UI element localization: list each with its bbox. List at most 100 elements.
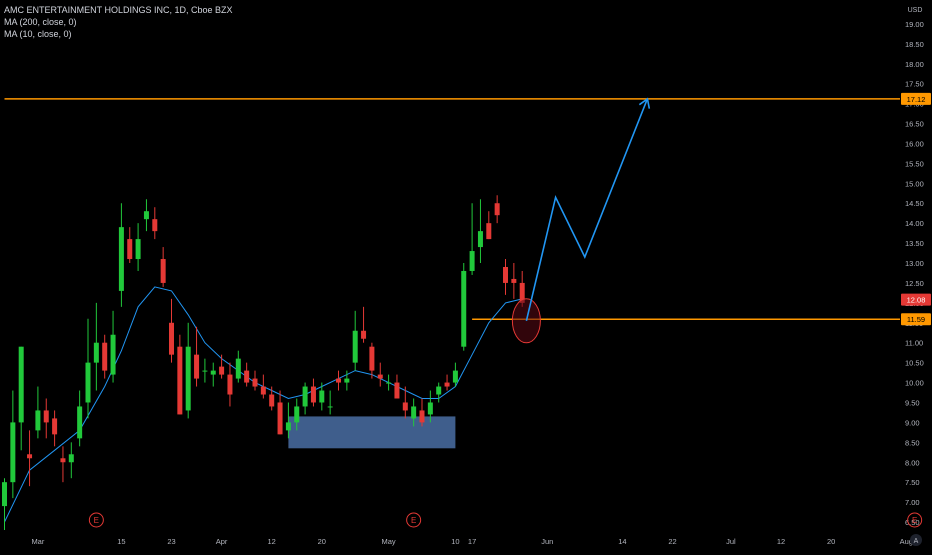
- candle: [110, 310, 116, 383]
- candle-body: [177, 346, 183, 415]
- y-tick-label: 6.50: [905, 518, 920, 527]
- y-tick-label: 8.50: [905, 438, 920, 447]
- y-tick-label: 16.00: [905, 139, 924, 148]
- candle-body: [160, 259, 166, 283]
- candle-body: [352, 330, 358, 363]
- earnings-marker-label: E: [411, 516, 416, 525]
- candle: [386, 374, 392, 391]
- candle-body: [511, 278, 517, 283]
- candle: [194, 326, 200, 387]
- chart-legend: AMC ENTERTAINMENT HOLDINGS INC, 1D, Cboe…: [4, 4, 233, 40]
- last-price-label: 12.08: [907, 296, 926, 305]
- candle: [93, 302, 99, 391]
- level-price-label: 11.59: [907, 315, 925, 324]
- candle-body: [2, 482, 7, 507]
- candle: [302, 382, 308, 415]
- candle: [452, 362, 458, 387]
- candle: [369, 342, 375, 379]
- candle: [18, 346, 24, 451]
- candle-body: [285, 422, 291, 431]
- y-tick-label: 15.50: [905, 159, 924, 168]
- y-tick-label: 19.00: [905, 20, 924, 29]
- candle: [503, 259, 508, 295]
- candle: [427, 390, 433, 423]
- candle: [394, 374, 400, 399]
- earnings-marker[interactable]: [406, 512, 422, 528]
- candle: [361, 306, 367, 343]
- candle-body: [35, 410, 41, 431]
- candle: [494, 195, 500, 224]
- candle-body: [185, 346, 191, 411]
- candle-body: [194, 354, 200, 379]
- candle-body: [427, 402, 433, 415]
- x-tick-label: 10: [451, 537, 459, 546]
- candle: [27, 430, 33, 487]
- candle: [152, 207, 158, 240]
- candle: [102, 334, 108, 379]
- candle: [486, 211, 492, 240]
- earnings-marker[interactable]: [907, 512, 923, 528]
- x-tick-label: 20: [827, 537, 835, 546]
- candle: [77, 390, 83, 447]
- candle: [444, 374, 450, 391]
- candle: [511, 263, 517, 299]
- candle: [2, 478, 7, 530]
- projection-arrowhead: [638, 97, 651, 109]
- candle-body: [444, 382, 450, 387]
- candle: [402, 386, 408, 419]
- candle: [52, 410, 58, 447]
- candle-body: [294, 406, 300, 423]
- x-tick-label: 14: [618, 537, 626, 546]
- candle-body: [52, 418, 58, 435]
- candle-body: [43, 410, 49, 423]
- y-tick-label: 12.50: [905, 279, 924, 288]
- candle-body: [18, 346, 24, 423]
- y-tick-label: 15.00: [905, 179, 924, 188]
- candle-body: [202, 370, 208, 372]
- candle-body: [519, 282, 525, 303]
- support-zone: [288, 416, 456, 449]
- candle-body: [260, 386, 266, 395]
- candle-body: [469, 251, 475, 271]
- y-tick-label: 10.00: [905, 379, 924, 388]
- price-axis: [900, 0, 932, 550]
- y-tick-label: 9.00: [905, 418, 920, 427]
- candle: [210, 362, 216, 387]
- candle: [319, 382, 325, 411]
- symbol-title[interactable]: AMC ENTERTAINMENT HOLDINGS INC, 1D, Cboe…: [4, 5, 233, 15]
- y-tick-label: 18.50: [905, 40, 924, 49]
- ma200-legend[interactable]: MA (200, close, 0): [4, 17, 77, 27]
- candle-body: [327, 406, 333, 408]
- candle: [411, 398, 417, 427]
- candle-body: [152, 219, 158, 232]
- candle: [185, 322, 191, 419]
- candle-body: [461, 270, 467, 347]
- y-tick-label: 14.00: [905, 219, 924, 228]
- candle-body: [386, 382, 392, 384]
- earnings-marker[interactable]: [88, 512, 104, 528]
- candle-body: [227, 374, 233, 395]
- candle-body: [411, 406, 417, 419]
- axis-settings-label: A: [914, 538, 919, 545]
- candle-body: [252, 378, 258, 387]
- candle-body: [302, 386, 308, 407]
- y-tick-label: 16.50: [905, 120, 924, 129]
- ma10-legend[interactable]: MA (10, close, 0): [4, 29, 72, 39]
- candle: [252, 370, 258, 391]
- y-tick-label: 13.00: [905, 259, 924, 268]
- level-price-tag: [901, 92, 931, 105]
- axis-settings-button[interactable]: [910, 534, 922, 546]
- candle: [436, 382, 442, 403]
- candle: [169, 298, 174, 363]
- candle: [219, 354, 225, 379]
- candle-body: [369, 346, 375, 371]
- x-tick-label: Mar: [31, 537, 44, 546]
- candle-body: [436, 386, 442, 395]
- y-tick-label: 9.50: [905, 398, 920, 407]
- candle-body: [102, 342, 108, 371]
- candle-body: [135, 239, 141, 260]
- y-tick-label: 18.00: [905, 60, 924, 69]
- x-tick-label: Jul: [726, 537, 736, 546]
